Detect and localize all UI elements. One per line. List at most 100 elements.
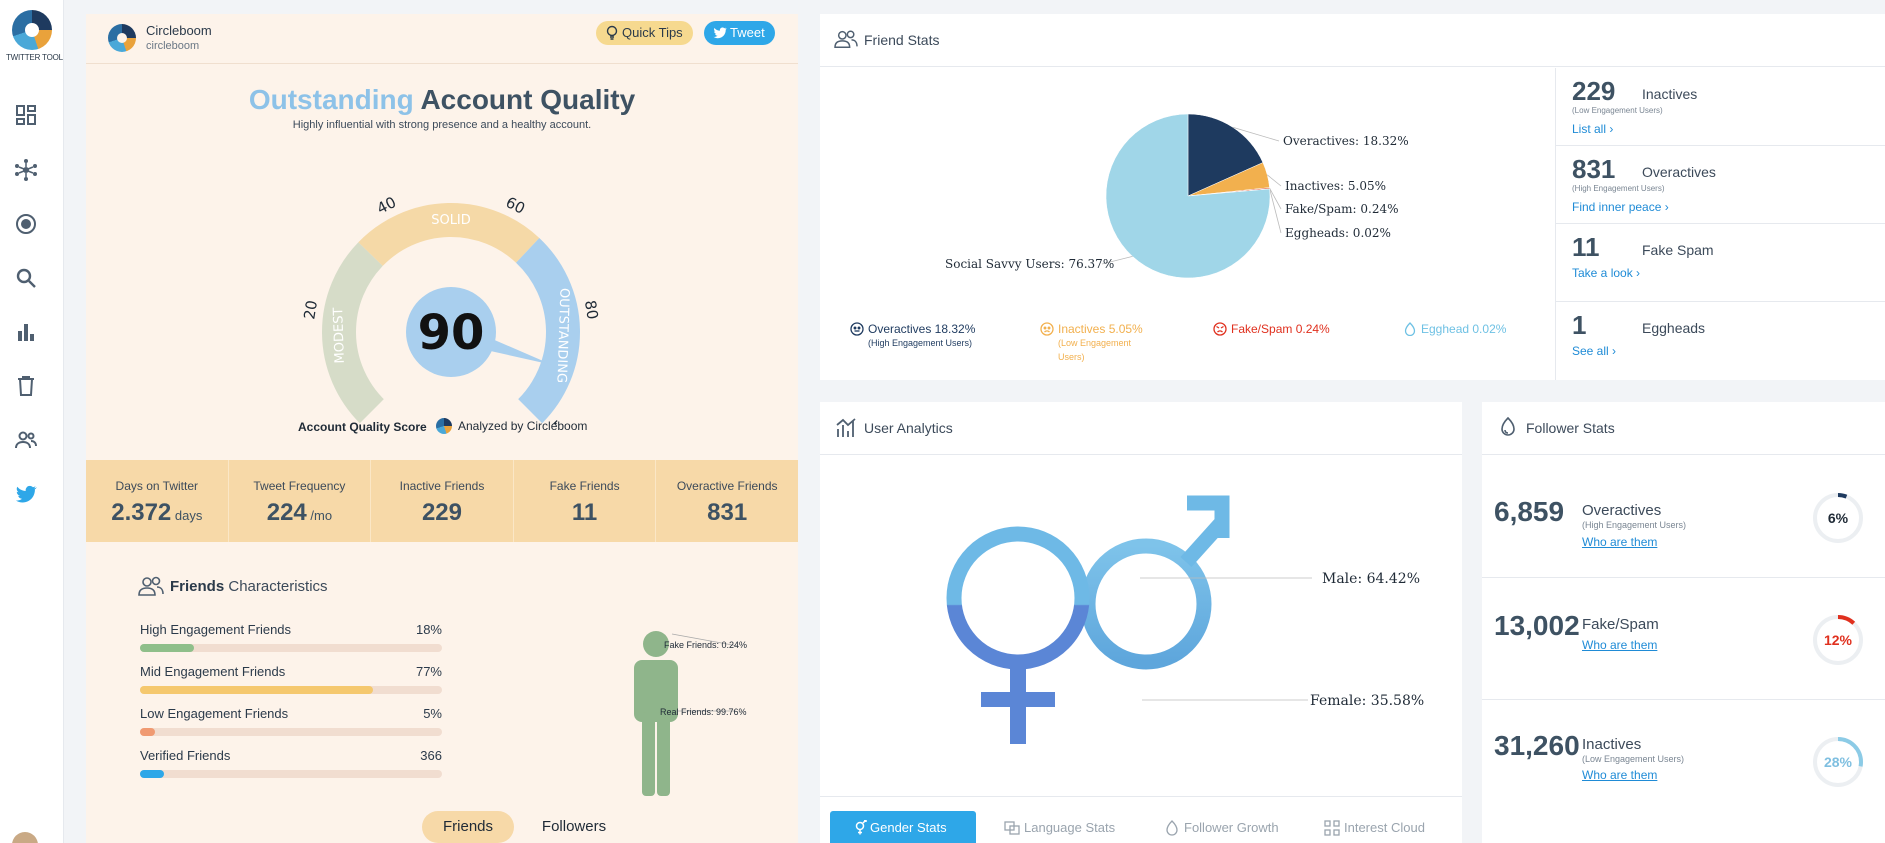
gauge-band-label: MODEST: [331, 307, 348, 363]
pie-label: Overactives: 18.32%: [1283, 134, 1409, 148]
friends-icon: [138, 576, 164, 596]
friend-stats-summary: 229 Inactives (Low Engagement Users) Lis…: [1555, 68, 1885, 380]
legend-sub: (High Engagement Users): [868, 338, 973, 348]
legend-inactives[interactable]: Inactives 5.05% (Low Engagement Users): [1040, 322, 1160, 364]
gauge-caption: Account Quality Score: [298, 420, 427, 434]
cloud-icon: [1324, 820, 1340, 836]
find-inner-peace-link[interactable]: Find inner peace ›: [1572, 200, 1669, 214]
user-avatar[interactable]: [12, 832, 38, 843]
stat-value: 229: [421, 499, 462, 526]
analyzed-by-label: Analyzed by Circleboom: [458, 419, 588, 433]
stat-label: Tweet Frequency: [253, 479, 346, 493]
stat-label: Fake Friends: [549, 479, 620, 493]
trash-icon[interactable]: [14, 374, 38, 398]
pie-label: Fake/Spam: 0.24%: [1285, 202, 1399, 216]
friend-stats-pie-chart: Overactives: 18.32% Inactives: 5.05% Fake/…: [945, 113, 1409, 279]
profile-header: Circleboom circleboom Quick Tips Tweet: [86, 14, 798, 64]
summary-label: Inactives: [1642, 86, 1698, 102]
bar-fill: [140, 644, 195, 652]
characteristics-title-bold: Friends: [170, 578, 225, 595]
pie-label: Inactives: 5.05%: [1285, 179, 1386, 193]
characteristics-title-rest: Characteristics: [224, 578, 328, 595]
real-friends-label: Real Friends: 99.76%: [660, 707, 747, 717]
friend-stats-card: Friend Stats Overactives: 18.32% Inactive…: [820, 14, 1885, 380]
pie-leader-line: [1269, 188, 1282, 234]
legend-label: Fake/Spam 0.24%: [1231, 322, 1330, 336]
pie-leader-line: [1232, 126, 1280, 142]
quick-tips-button[interactable]: Quick Tips: [596, 21, 693, 45]
who-are-them-link[interactable]: Who are them: [1582, 535, 1658, 549]
search-icon[interactable]: [14, 266, 38, 290]
tab-interest-cloud[interactable]: Interest Cloud: [1318, 811, 1425, 843]
egg-icon: [1404, 322, 1416, 336]
gauge-tick-label: 80: [581, 299, 602, 321]
summary-label: Eggheads: [1642, 320, 1706, 336]
bar-pct: 77%: [415, 664, 442, 679]
ring-fill: [1813, 493, 1863, 543]
profile-name: Circleboom: [146, 23, 212, 38]
sidebar: TWITTER TOOL: [0, 0, 64, 843]
dashboard-icon[interactable]: [14, 103, 38, 127]
user-analytics-title: User Analytics: [864, 420, 953, 436]
pie-leader-line: [1269, 188, 1282, 210]
summary-sub: (High Engagement Users): [1572, 184, 1665, 193]
target-icon[interactable]: [14, 212, 38, 236]
twitter-icon[interactable]: [14, 482, 38, 506]
gauge-hub: [406, 287, 496, 377]
follower-number: 13,002: [1494, 610, 1580, 641]
language-icon: [1004, 821, 1020, 835]
who-are-them-link[interactable]: Who are them: [1582, 638, 1658, 652]
user-analytics-header: User Analytics: [820, 402, 1462, 455]
gauge-tick-label: 100: [535, 416, 568, 424]
follower-overactives: 6,859 Overactives (High Engagement Users…: [1482, 456, 1885, 578]
app-logo[interactable]: TWITTER TOOL: [6, 10, 63, 62]
network-icon[interactable]: [14, 158, 38, 182]
person-figure-icon: [634, 631, 678, 796]
legend-label: Inactives 5.05%: [1058, 322, 1143, 336]
take-a-look-link[interactable]: Take a look ›: [1572, 266, 1641, 280]
circleboom-mini-logo-icon: [436, 418, 452, 434]
stat-overactive: Overactive Friends 831: [656, 460, 798, 542]
sad-face-icon: [1040, 322, 1054, 336]
tweet-label: Tweet: [730, 25, 765, 40]
tab-friends[interactable]: Friends: [422, 811, 514, 843]
tweet-button[interactable]: Tweet: [704, 21, 775, 45]
who-are-them-link[interactable]: Who are them: [1582, 768, 1658, 782]
summary-sub: (Low Engagement Users): [1572, 106, 1663, 115]
legend-fake-spam[interactable]: Fake/Spam 0.24%: [1213, 322, 1330, 336]
tab-gender-stats[interactable]: Gender Stats: [830, 811, 976, 843]
summary-overactives: 831 Overactives (High Engagement Users) …: [1556, 146, 1885, 224]
follower-inactives: 31,260 Inactives (Low Engagement Users) …: [1482, 700, 1885, 822]
bar-row: Verified Friends 366: [140, 748, 442, 778]
list-all-link[interactable]: List all ›: [1572, 122, 1614, 136]
see-all-link[interactable]: See all ›: [1572, 344, 1617, 358]
bar-track: [140, 770, 442, 778]
tab-language-stats[interactable]: Language Stats: [998, 811, 1115, 843]
bar-chart-icon[interactable]: [14, 320, 38, 344]
tab-label: Follower Growth: [1184, 820, 1279, 835]
fake-friends-label: Fake Friends: 0.24%: [664, 640, 748, 650]
follower-sub: (High Engagement Users): [1582, 520, 1687, 530]
logo-text: TWITTER TOOL: [6, 53, 63, 62]
follower-fake-spam: 13,002 Fake/Spam Who are them 12%: [1482, 578, 1885, 700]
tab-label: Language Stats: [1024, 820, 1116, 835]
circleboom-logo-icon: [12, 10, 52, 50]
summary-label: Fake Spam: [1642, 242, 1714, 258]
female-label: Female: 35.58%: [1310, 693, 1424, 709]
bar-fill: [140, 728, 156, 736]
summary-number: 831: [1572, 154, 1616, 184]
tab-follower-growth[interactable]: Follower Growth: [1158, 811, 1279, 843]
summary-label: Overactives: [1642, 164, 1716, 180]
legend-egghead[interactable]: Egghead 0.02%: [1403, 322, 1506, 336]
gauge-band-solid: [358, 203, 540, 267]
follower-stats-card: Follower Stats 6,859 Overactives (High E…: [1482, 402, 1885, 843]
stat-value: 2.372 days: [111, 499, 203, 526]
legend-overactives[interactable]: Overactives 18.32% (High Engagement User…: [850, 322, 975, 350]
pie-label: Social Savvy Users: 76.37%: [945, 257, 1114, 271]
gauge-band-modest: [322, 242, 385, 424]
summary-number: 11: [1572, 232, 1600, 262]
users-icon[interactable]: [14, 428, 38, 452]
overactives-progress-ring: 6%: [1810, 490, 1866, 546]
tab-followers[interactable]: Followers: [541, 818, 607, 835]
profile-avatar: [108, 24, 136, 52]
